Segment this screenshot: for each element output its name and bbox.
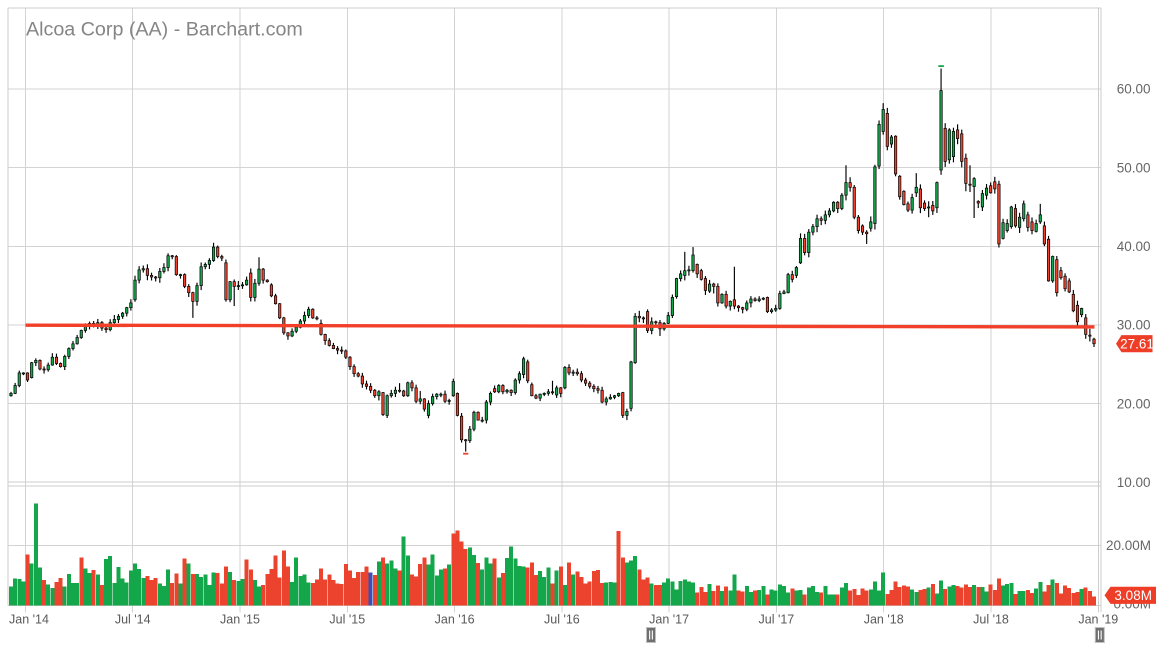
svg-text:50.00: 50.00 [1117, 160, 1151, 175]
svg-text:Jan '17: Jan '17 [649, 612, 689, 626]
svg-text:Jan '14: Jan '14 [9, 612, 49, 626]
svg-text:3.08M: 3.08M [1114, 588, 1152, 603]
svg-text:Jan '16: Jan '16 [435, 612, 475, 626]
svg-text:40.00: 40.00 [1117, 239, 1151, 254]
svg-text:Jan '19: Jan '19 [1078, 612, 1118, 626]
svg-text:Jan '15: Jan '15 [220, 612, 260, 626]
svg-text:Jul '14: Jul '14 [115, 612, 151, 626]
svg-text:20.00: 20.00 [1117, 396, 1151, 411]
svg-text:Jul '16: Jul '16 [544, 612, 580, 626]
svg-text:Jul '17: Jul '17 [759, 612, 795, 626]
svg-text:Jul '15: Jul '15 [329, 612, 365, 626]
svg-text:10.00: 10.00 [1117, 475, 1151, 490]
svg-text:Alcoa Corp (AA) - Barchart.com: Alcoa Corp (AA) - Barchart.com [26, 19, 303, 41]
svg-text:30.00: 30.00 [1117, 318, 1151, 333]
svg-text:60.00: 60.00 [1117, 82, 1151, 97]
svg-text:Jul '18: Jul '18 [973, 612, 1009, 626]
svg-text:27.61: 27.61 [1120, 337, 1154, 352]
svg-text:Jan '18: Jan '18 [864, 612, 904, 626]
svg-text:20.00M: 20.00M [1106, 538, 1151, 553]
